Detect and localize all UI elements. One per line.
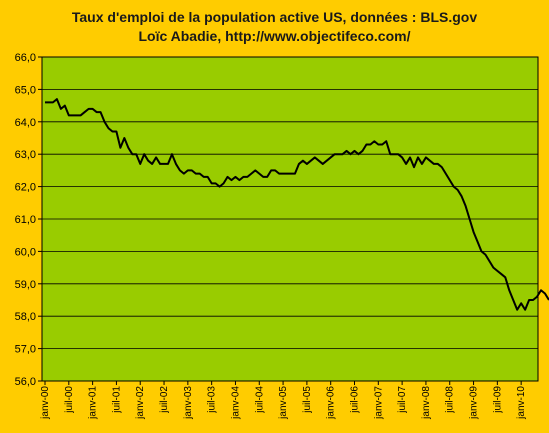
x-tick-label: juil-00 <box>64 386 75 414</box>
y-tick-label: 59,0 <box>15 279 36 291</box>
x-tick-label: juil-01 <box>111 386 122 414</box>
x-tick-label: janv-06 <box>326 386 337 420</box>
y-tick-label: 57,0 <box>15 344 36 356</box>
y-tick-label: 62,0 <box>15 182 36 194</box>
x-tick-label: juil-04 <box>254 386 265 414</box>
y-tick-label: 58,0 <box>15 311 36 323</box>
y-tick-label: 56,0 <box>15 376 36 388</box>
x-tick-label: janv-00 <box>40 386 51 420</box>
x-tick-label: juil-02 <box>159 386 170 414</box>
x-tick-label: juil-09 <box>492 386 503 414</box>
x-tick-label: janv-01 <box>88 386 99 420</box>
x-tick-label: juil-08 <box>445 386 456 414</box>
x-tick-label: janv-02 <box>135 386 146 420</box>
x-tick-label: janv-05 <box>278 386 289 420</box>
x-tick-label: juil-05 <box>302 386 313 414</box>
x-tick-label: juil-06 <box>350 386 361 414</box>
chart-title: Taux d'emploi de la population active US… <box>71 9 478 25</box>
series-line <box>45 98 549 311</box>
y-tick-label: 65,0 <box>15 84 36 96</box>
x-tick-label: janv-10 <box>516 386 527 420</box>
y-tick-label: 64,0 <box>15 117 36 129</box>
x-tick-label: janv-04 <box>230 386 241 420</box>
x-tick-label: janv-07 <box>373 386 384 420</box>
x-tick-label: janv-08 <box>421 386 432 420</box>
x-tick-label: janv-03 <box>183 386 194 420</box>
x-tick-label: juil-03 <box>207 386 218 414</box>
y-tick-label: 66,0 <box>15 52 36 64</box>
y-tick-label: 61,0 <box>15 214 36 226</box>
y-tick-label: 60,0 <box>15 246 36 258</box>
x-tick-label: janv-09 <box>469 386 480 420</box>
chart-subtitle: Loïc Abadie, http://www.objectifeco.com/ <box>138 28 411 44</box>
x-tick-label: juil-07 <box>397 386 408 414</box>
y-tick-label: 63,0 <box>15 149 36 161</box>
